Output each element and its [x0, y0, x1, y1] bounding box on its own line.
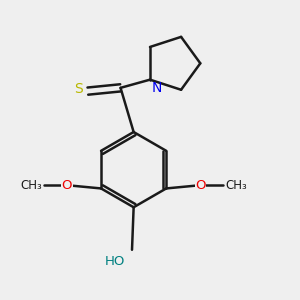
Text: O: O: [61, 179, 72, 192]
Text: HO: HO: [105, 255, 125, 268]
Text: N: N: [152, 81, 162, 95]
Text: S: S: [74, 82, 83, 97]
Text: CH₃: CH₃: [20, 179, 42, 192]
Text: O: O: [195, 179, 206, 192]
Text: CH₃: CH₃: [225, 179, 247, 192]
